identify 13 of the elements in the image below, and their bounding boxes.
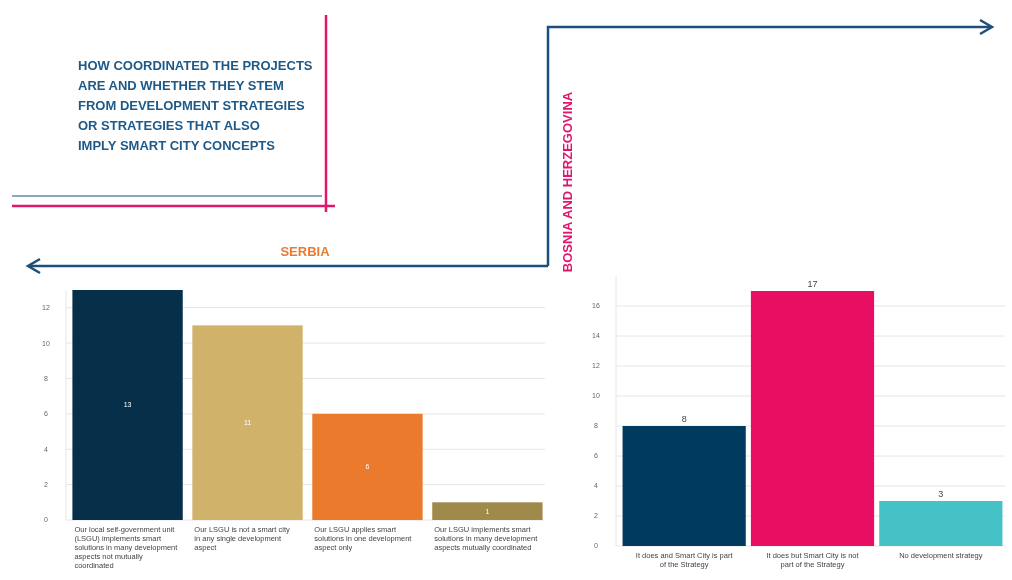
data-label: 17 [807, 279, 818, 289]
bar [192, 325, 303, 520]
data-label: 3 [938, 489, 944, 499]
bar [879, 501, 1003, 546]
text: HOW COORDINATED THE PROJECTS ARE AND WHETHER THEY STEM FROM DEVELOPMENT STRATEGIES OR STRATEGIES THAT ALSO IMPLY SMART CITY CONCEPTS [78, 58, 313, 153]
bar [622, 426, 746, 546]
bar [432, 502, 543, 520]
bar [750, 291, 875, 546]
data-label: 8 [681, 414, 687, 424]
bar [312, 413, 423, 520]
chart-title: BOSNIA AND HERZEGOVINA [560, 91, 575, 273]
chart-title: SERBIA [280, 244, 331, 259]
bar [72, 290, 183, 520]
